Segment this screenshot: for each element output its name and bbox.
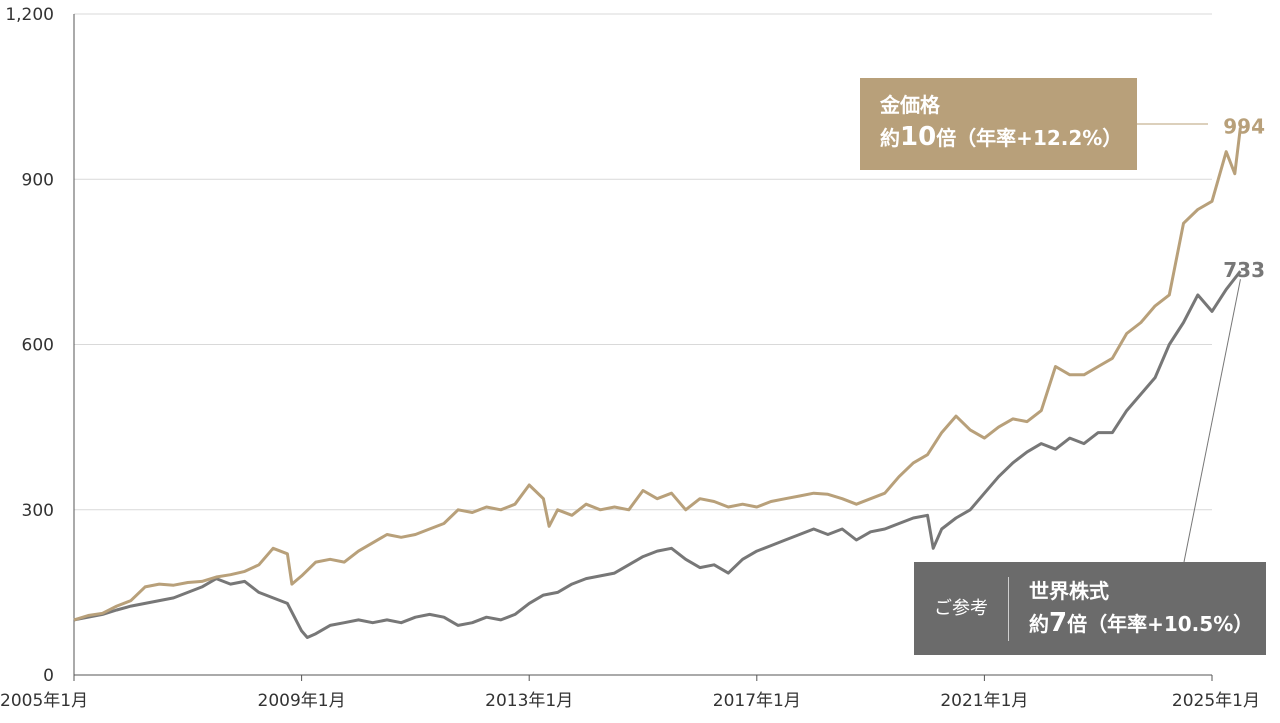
gold-legend-prefix: 約 [880, 126, 900, 150]
x-tick-label: 2025年1月 [1172, 691, 1260, 711]
y-axis-ticks: 0 300 600 900 1,200 [5, 5, 54, 686]
x-tick-label: 2005年1月 [0, 691, 88, 711]
series-lines [73, 127, 1242, 639]
grid-lines [74, 13, 1212, 511]
gold-series-line [73, 127, 1242, 622]
stock-legend-box: ご参考 世界株式 約7倍（年率+10.5%） [914, 562, 1266, 655]
stock-leader-line [1183, 279, 1241, 563]
gold-end-label: 994 [1223, 114, 1265, 138]
stock-legend-detail: 約7倍（年率+10.5%） [1029, 606, 1253, 641]
stock-legend-ref: ご参考 [914, 576, 1009, 641]
gold-legend-box: 金価格 約10倍（年率+12.2%） [860, 78, 1137, 170]
gold-legend-suffix: 倍（年率+12.2%） [936, 126, 1123, 150]
x-tick-label: 2009年1月 [258, 691, 346, 711]
end-value-labels: 994 733 [1223, 114, 1265, 282]
stock-legend-prefix: 約 [1029, 612, 1049, 636]
stock-legend-multiple: 7 [1049, 608, 1068, 638]
x-tick-label: 2013年1月 [485, 691, 573, 711]
y-tick-label: 600 [22, 336, 54, 356]
gold-legend-title: 金価格 [880, 93, 940, 117]
leader-lines [1137, 123, 1241, 563]
y-tick-label: 0 [43, 666, 54, 686]
stock-series-line [73, 270, 1242, 639]
x-tick-label: 2017年1月 [713, 691, 801, 711]
stock-legend-suffix: 倍（年率+10.5%） [1067, 612, 1254, 636]
stock-legend-title: 世界株式 [1029, 579, 1109, 603]
gold-legend-multiple: 10 [900, 122, 937, 152]
x-tick-label: 2021年1月 [940, 691, 1028, 711]
y-tick-label: 1,200 [5, 5, 54, 25]
x-axis-ticks: 2005年1月 2009年1月 2013年1月 2017年1月 2021年1月 2025年… [0, 675, 1260, 711]
stock-end-label: 733 [1223, 258, 1265, 282]
y-tick-label: 900 [22, 170, 54, 190]
stock-legend-main: 世界株式 約7倍（年率+10.5%） [1009, 576, 1253, 641]
y-tick-label: 300 [22, 501, 54, 521]
gold-legend-detail: 約10倍（年率+12.2%） [880, 120, 1122, 155]
